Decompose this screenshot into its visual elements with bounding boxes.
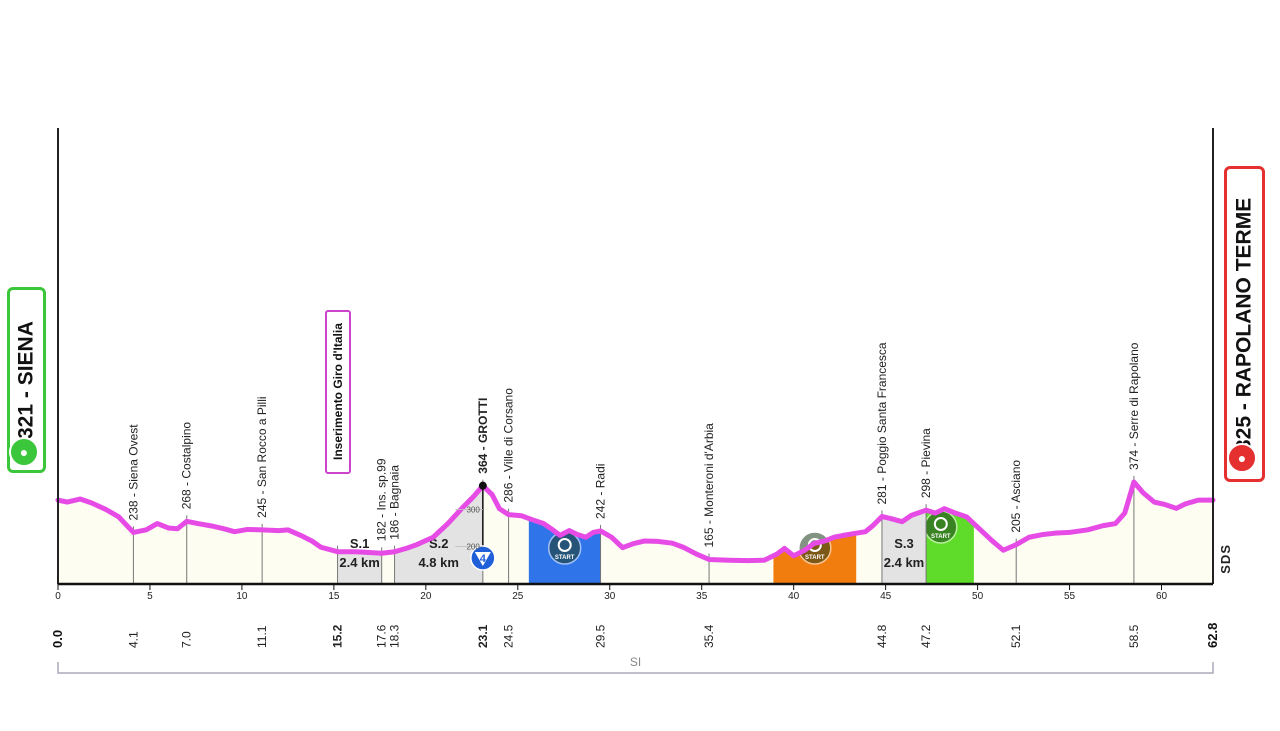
place-label: 286 - Ville di Corsano	[502, 388, 516, 503]
segment-start-label: START	[555, 555, 575, 561]
place-label: 182 - Ins. sp.99	[375, 458, 389, 541]
place-km-label: 15.2	[331, 624, 345, 648]
brand-logo: SDS	[1218, 544, 1233, 574]
segment-start-label: START	[931, 534, 951, 540]
place-label: 186 - Bagnaia	[388, 465, 402, 540]
gravel-sector-area	[881, 510, 927, 584]
place-km-label: 17.6	[375, 624, 389, 648]
kom-category: 4	[480, 553, 487, 565]
x-tick-label: 55	[1064, 591, 1076, 602]
x-tick-label: 15	[328, 591, 340, 602]
surface-bar	[57, 662, 1214, 674]
gravel-sector-name: S.2	[429, 536, 449, 551]
place-label: 245 - San Rocco a Pilli	[255, 396, 269, 517]
gravel-sector-length: 2.4 km	[884, 555, 924, 570]
place-km-label: 7.0	[180, 631, 194, 648]
place-km-label: 18.3	[388, 624, 402, 648]
gravel-sector-name: S.1	[350, 536, 370, 551]
x-tick-label: 10	[236, 591, 248, 602]
x-tick-label: 5	[147, 591, 153, 602]
kom-triangle-icon	[474, 552, 491, 566]
surface-bar-label: SI	[630, 655, 641, 669]
place-km-label: 23.1	[476, 624, 490, 648]
summit-dot	[478, 481, 487, 490]
place-label: 298 - Pievina	[919, 428, 933, 498]
finish-km-label: 62.8	[1205, 623, 1220, 648]
place-km-label: 11.1	[255, 625, 269, 648]
altitude-tick-label: 200	[466, 543, 480, 552]
place-label: 364 - GROTTI	[476, 398, 490, 474]
axis-layer: 200 300 0 5 10 15 20 25 30 35 40 45 50 55 60 SI	[55, 128, 1214, 674]
place-label: 374 - Serre di Rapolano	[1127, 342, 1141, 470]
x-tick-label: 60	[1156, 591, 1168, 602]
place-label: 205 - Asciano	[1009, 460, 1023, 533]
start-km-label: 0.0	[50, 630, 65, 648]
place-km-label: 47.2	[919, 624, 933, 648]
x-tick-label: 0	[55, 591, 61, 602]
x-tick-label: 45	[880, 591, 892, 602]
gravel-sector-length: 4.8 km	[418, 555, 458, 570]
stopwatch-icon-glyph	[557, 538, 572, 552]
x-tick-label: 20	[420, 591, 432, 602]
climb-icon-glyph	[933, 517, 948, 531]
place-label: 242 - Radi	[594, 464, 608, 519]
place-km-label: 52.1	[1009, 624, 1023, 648]
x-tick-label: 50	[972, 591, 984, 602]
finish-cyclist-icon: ●	[1227, 443, 1257, 473]
place-km-label: 35.4	[702, 624, 716, 648]
segment-start-label: START	[805, 555, 825, 561]
profile-layer: 4	[55, 479, 1216, 571]
place-km-label: 29.5	[594, 624, 608, 648]
finish-label: 325 - RAPOLANO TERME	[1224, 166, 1265, 482]
gravel-sector-area	[337, 551, 382, 584]
giro-junction-label: Inserimento Giro d'Italia	[325, 310, 351, 474]
place-label: 268 - Costalpino	[180, 422, 194, 510]
place-km-label: 24.5	[502, 624, 516, 648]
gravel-sector-name: S.3	[894, 536, 914, 551]
x-tick-label: 35	[696, 591, 708, 602]
altitude-tick-label: 300	[466, 505, 480, 514]
labels-layer: 238 - Siena Ovest 4.1 268 - Costalpino 7.0 2…	[50, 342, 1220, 648]
x-tick-label: 30	[604, 591, 616, 602]
start-cyclist-icon: ●	[9, 437, 39, 467]
gravel-sector-length: 2.4 km	[339, 555, 379, 570]
x-tick-label: 25	[512, 591, 524, 602]
place-label: 238 - Siena Ovest	[126, 424, 140, 521]
x-tick-label: 40	[788, 591, 800, 602]
place-km-label: 44.8	[875, 624, 889, 648]
place-label: 281 - Poggio Santa Francesca	[875, 342, 889, 504]
place-km-label: 58.5	[1127, 624, 1141, 648]
place-km-label: 4.1	[126, 631, 140, 648]
elevation-profile-line	[55, 479, 1216, 564]
place-label: 165 - Monteroni d'Arbia	[702, 423, 716, 548]
